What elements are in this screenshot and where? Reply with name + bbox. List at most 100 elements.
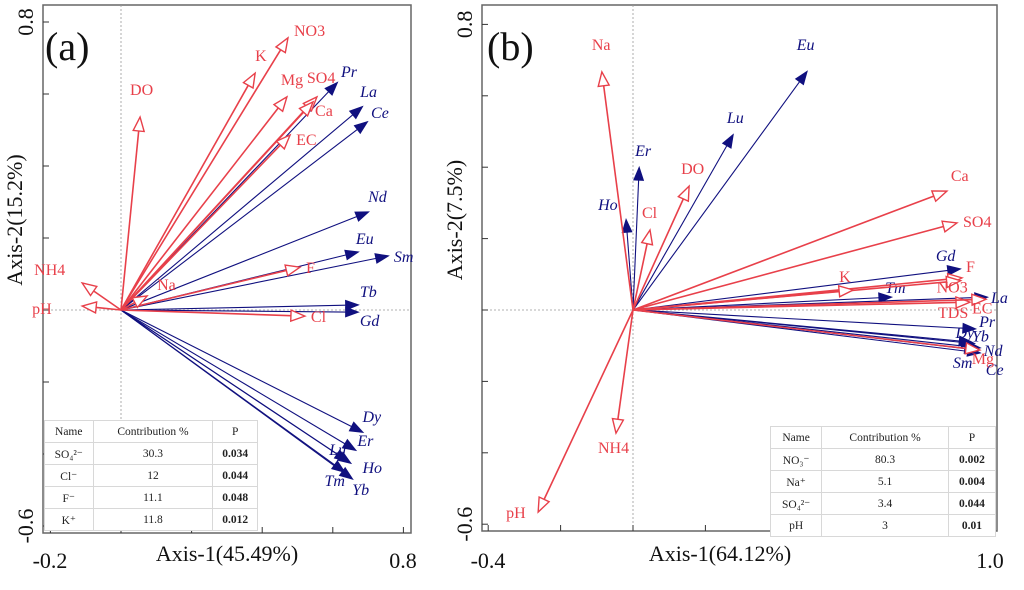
env-label-NO3: NO3 bbox=[937, 280, 968, 297]
env-vector-F bbox=[120, 269, 287, 311]
cell-contribution: 12 bbox=[92, 464, 214, 487]
env-vector-Mg bbox=[120, 107, 279, 311]
env-arrowhead-EC bbox=[971, 293, 988, 307]
ree-arrowhead-Nd bbox=[354, 211, 370, 222]
env-vector-EC bbox=[632, 298, 972, 311]
ree-label-Sm: Sm bbox=[953, 355, 973, 372]
ree-label-Ce: Ce bbox=[371, 105, 389, 122]
ree-vector-Tb bbox=[120, 304, 346, 311]
ree-vector-Yb bbox=[120, 309, 343, 473]
env-label-Ca: Ca bbox=[951, 168, 969, 185]
header-p: P bbox=[212, 420, 258, 443]
env-label-K: K bbox=[255, 48, 267, 65]
y-tick-label: -0.6 bbox=[13, 509, 38, 544]
env-arrowhead-EC bbox=[275, 133, 292, 151]
env-vector-Cl bbox=[632, 243, 648, 311]
cell-contribution: 11.8 bbox=[92, 508, 214, 531]
env-arrowhead-Cl bbox=[640, 228, 654, 246]
env-vector-Cl bbox=[120, 309, 291, 317]
env-label-pH: pH bbox=[32, 301, 52, 318]
ree-label-Eu: Eu bbox=[355, 231, 374, 248]
ree-label-Yb: Yb bbox=[352, 482, 369, 499]
ree-arrowhead-Pr bbox=[962, 322, 978, 334]
ree-label-Gd: Gd bbox=[936, 248, 957, 265]
ree-arrowhead-Er bbox=[633, 165, 645, 181]
env-vector-DO bbox=[120, 130, 140, 311]
env-vector-Na bbox=[120, 301, 136, 311]
env-label-SO4: SO4 bbox=[307, 70, 335, 87]
x-tick-label: 0.8 bbox=[389, 548, 417, 573]
env-vector-SO4 bbox=[632, 225, 944, 311]
env-arrowhead-pH bbox=[80, 301, 98, 315]
env-arrowhead-pH bbox=[537, 495, 551, 514]
env-arrowhead-F bbox=[284, 264, 302, 277]
cell-p: 0.002 bbox=[947, 448, 997, 471]
contribution-table-b: Name Contribution % P NO₃⁻ 80.3 0.002 Na⁺ 5… bbox=[769, 426, 997, 537]
y-axis-label: Axis-2(7.5%) bbox=[442, 160, 467, 280]
cell-p: 0.044 bbox=[212, 464, 258, 487]
ree-label-Dy: Dy bbox=[361, 409, 382, 426]
ree-label-Tb: Tb bbox=[360, 284, 377, 301]
ree-vector-Er bbox=[120, 309, 346, 445]
table-header-row: Name Contribution % P bbox=[44, 420, 258, 443]
ree-vector-Er bbox=[632, 179, 640, 311]
cell-p: 0.012 bbox=[212, 508, 258, 531]
env-vector-K bbox=[120, 84, 249, 311]
panel-b: -0.4 1.0 0.8 -0.6 Axis-1(64.12%) Axis-2(7.5%)… bbox=[442, 4, 1008, 573]
env-vector-NO3 bbox=[120, 49, 282, 311]
table-row: SO₄²⁻ 30.3 0.034 bbox=[44, 442, 258, 465]
ree-label-Ho: Ho bbox=[361, 460, 382, 477]
ree-arrowhead-Tm bbox=[878, 292, 894, 304]
ree-arrowhead-Lu bbox=[721, 133, 734, 149]
env-vector-DO bbox=[632, 198, 685, 311]
env-arrowhead-DO bbox=[677, 184, 690, 203]
table-row: SO₄²⁻ 3.4 0.044 bbox=[769, 492, 997, 515]
env-arrowhead-K bbox=[242, 71, 257, 90]
env-arrowhead-SO4 bbox=[941, 220, 959, 234]
env-label-NH4: NH4 bbox=[34, 262, 65, 279]
cell-contribution: 3 bbox=[821, 514, 949, 537]
cell-p: 0.01 bbox=[947, 514, 997, 537]
env-label-NH4: NH4 bbox=[598, 440, 629, 457]
ree-label-Pr: Pr bbox=[340, 64, 358, 81]
table-header-row: Name Contribution % P bbox=[769, 426, 997, 449]
env-arrowhead-Mg bbox=[272, 95, 289, 113]
ree-vector-Nd bbox=[120, 215, 358, 311]
env-vector-Mg bbox=[632, 309, 966, 350]
ree-arrowhead-Pr bbox=[324, 81, 339, 96]
cell-name: K⁺ bbox=[44, 508, 94, 531]
cell-name: SO₄²⁻ bbox=[769, 492, 823, 515]
ree-label-Ce: Ce bbox=[986, 362, 1004, 379]
ree-label-Dy: Dy bbox=[954, 325, 975, 342]
table-row: Cl⁻ 12 0.044 bbox=[44, 464, 258, 487]
ree-vector-Dy bbox=[120, 309, 352, 428]
ree-vector-Yb bbox=[632, 309, 963, 343]
plot-frame bbox=[481, 4, 998, 532]
env-arrowhead-Ca bbox=[930, 190, 949, 203]
env-vector-pH bbox=[96, 306, 122, 311]
env-label-Mg: Mg bbox=[281, 72, 303, 89]
ree-arrowhead-La bbox=[348, 105, 364, 120]
cell-name: SO₄²⁻ bbox=[44, 442, 94, 465]
ree-arrowhead-Ce bbox=[353, 120, 369, 135]
cell-contribution: 11.1 bbox=[92, 486, 214, 509]
cell-name: pH bbox=[769, 514, 823, 537]
env-vector-Ca bbox=[120, 111, 305, 311]
cell-p: 0.048 bbox=[212, 486, 258, 509]
ree-arrowhead-Ho bbox=[336, 451, 353, 465]
table-row: K⁺ 11.8 0.012 bbox=[44, 508, 258, 531]
env-label-Cl: Cl bbox=[311, 309, 327, 326]
ree-arrowhead-Ho bbox=[621, 218, 633, 234]
ree-label-Er: Er bbox=[356, 433, 374, 450]
ree-label-Eu: Eu bbox=[796, 37, 815, 54]
header-contribution: Contribution % bbox=[92, 420, 214, 443]
cell-p: 0.044 bbox=[947, 492, 997, 515]
ree-label-La: La bbox=[990, 290, 1008, 307]
x-axis-label: Axis-1(64.12%) bbox=[649, 541, 791, 566]
env-arrowhead-Mg bbox=[964, 341, 982, 355]
ree-vector-Eu bbox=[632, 81, 801, 311]
header-name: Name bbox=[769, 426, 823, 449]
ree-label-Pr: Pr bbox=[978, 314, 996, 331]
cell-contribution: 80.3 bbox=[821, 448, 949, 471]
